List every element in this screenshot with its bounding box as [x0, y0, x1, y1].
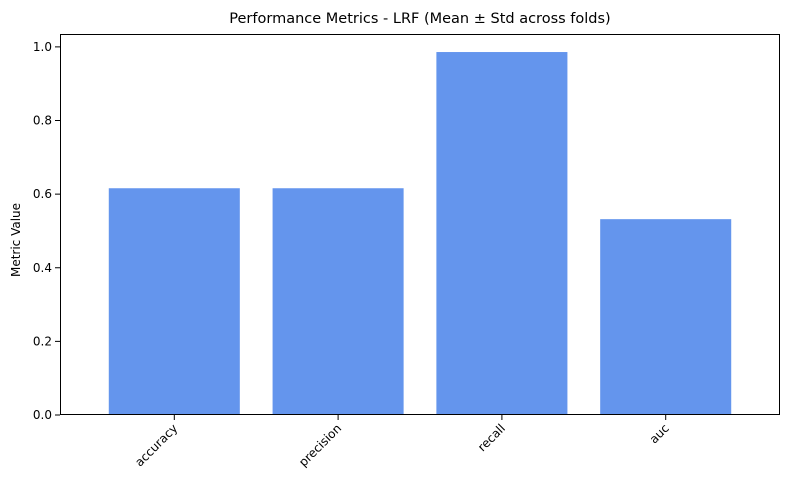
- bar-recall: [436, 52, 568, 415]
- y-tick-label: 0.2: [33, 334, 52, 348]
- y-tick-label: 0.0: [33, 408, 52, 422]
- y-tick-label: 1.0: [33, 40, 52, 54]
- y-tick-label: 0.8: [33, 114, 52, 128]
- bar-accuracy: [108, 188, 240, 415]
- y-axis-ticks: 0.0 0.2 0.4 0.6 0.8 1.0: [33, 40, 60, 422]
- y-tick-label: 0.6: [33, 187, 52, 201]
- x-tick-label-accuracy: accuracy: [132, 421, 180, 469]
- bar-auc: [600, 219, 732, 415]
- bar-precision: [272, 188, 404, 415]
- x-tick-label-precision: precision: [296, 421, 344, 469]
- chart-title: Performance Metrics - LRF (Mean ± Std ac…: [229, 11, 610, 27]
- plot-area-frame: [60, 34, 780, 415]
- x-tick-label-recall: recall: [475, 421, 508, 454]
- bars-layer: [108, 52, 732, 415]
- x-axis-ticks: accuracy precision recall auc: [132, 415, 672, 469]
- x-tick-label-auc: auc: [647, 421, 672, 446]
- y-tick-label: 0.4: [33, 261, 52, 275]
- y-axis-label: Metric Value: [9, 203, 23, 277]
